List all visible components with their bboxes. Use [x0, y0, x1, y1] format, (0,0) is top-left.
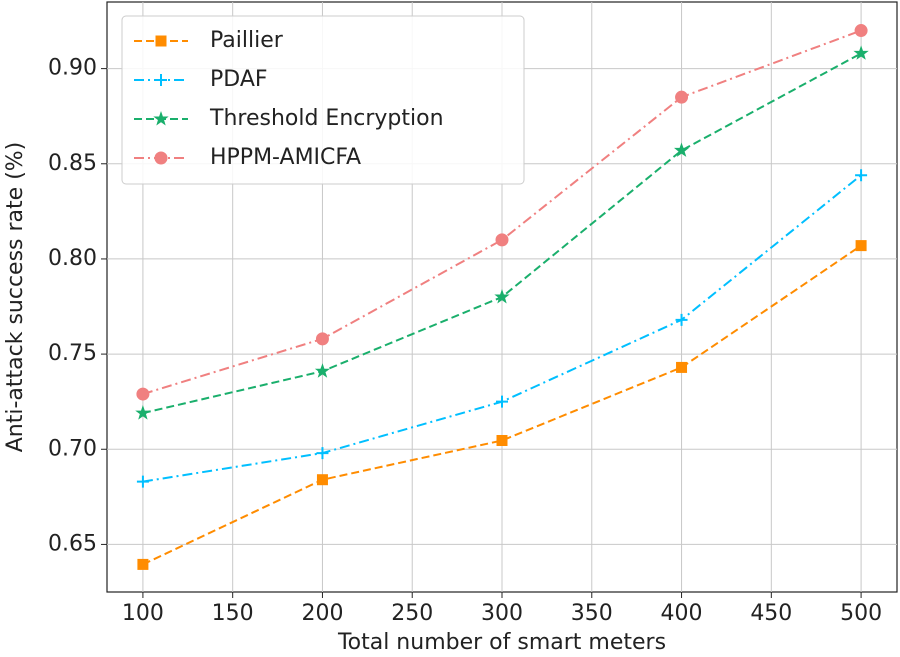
marker [136, 475, 149, 488]
marker [314, 363, 331, 378]
x-tick-label: 500 [840, 601, 882, 626]
marker [853, 45, 869, 60]
marker [316, 474, 328, 486]
marker [137, 558, 149, 570]
legend-marker [153, 110, 169, 126]
x-tick-label: 200 [301, 601, 343, 626]
line [142, 29, 862, 396]
y-tick-label: 0.65 [48, 531, 97, 556]
marker [673, 142, 690, 157]
x-tick-label: 100 [122, 601, 164, 626]
x-tick-label: 250 [391, 601, 433, 626]
legend-label: HPPM-AMICFA [210, 145, 361, 170]
x-tick-label: 350 [571, 601, 613, 626]
marker [676, 361, 688, 373]
marker [315, 332, 329, 346]
y-tick-label: 0.90 [48, 56, 97, 81]
x-tick-label: 300 [481, 601, 523, 626]
marker [855, 169, 868, 182]
marker [854, 24, 868, 38]
marker [494, 288, 510, 304]
marker [675, 90, 689, 104]
legend-marker [155, 35, 167, 47]
x-tick-label: 450 [750, 601, 792, 626]
legend-marker [155, 74, 167, 86]
marker [136, 387, 150, 401]
x-axis-label: Total number of smart meters [337, 630, 666, 655]
marker [496, 395, 508, 408]
marker [675, 313, 688, 326]
marker [135, 405, 151, 420]
y-tick-label: 0.70 [48, 436, 97, 461]
line [142, 244, 862, 566]
marker [316, 447, 329, 460]
legend-marker [154, 151, 168, 165]
y-tick-label: 0.80 [48, 246, 97, 271]
marker [495, 233, 509, 247]
legend-label: PDAF [210, 67, 268, 92]
x-tick-label: 400 [661, 601, 703, 626]
legend-label: Threshold Encryption [209, 106, 444, 131]
y-tick-label: 0.75 [48, 341, 97, 366]
y-axis-label: Anti-attack success rate (%) [3, 142, 28, 453]
y-tick-label: 0.85 [48, 151, 97, 176]
legend-box [121, 15, 525, 185]
marker [496, 435, 508, 447]
x-tick-label: 150 [212, 601, 254, 626]
legend-label: Paillier [210, 28, 284, 53]
marker [855, 240, 867, 252]
